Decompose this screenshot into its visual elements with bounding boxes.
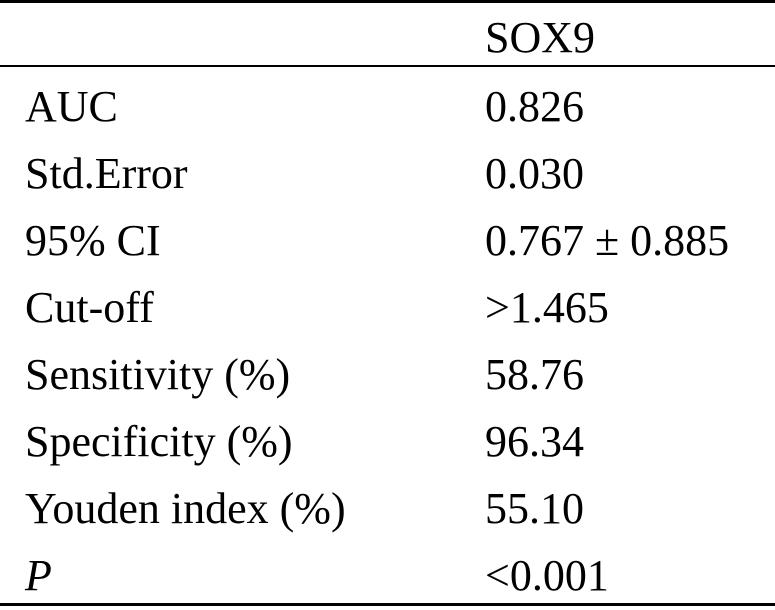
row-label: Cut-off <box>25 282 154 332</box>
table-row: Sensitivity (%) 58.76 <box>0 335 775 402</box>
table-row: AUC 0.826 <box>0 67 775 134</box>
row-label: Specificity (%) <box>25 416 293 466</box>
column-header-sox9: SOX9 <box>485 13 596 62</box>
row-value: 0.826 <box>485 81 584 131</box>
table-row: Std.Error 0.030 <box>0 134 775 201</box>
row-label: Std.Error <box>25 148 188 198</box>
row-value: 96.34 <box>485 416 584 466</box>
row-value: 55.10 <box>485 483 584 533</box>
table-row: 95% CI 0.767 ± 0.885 <box>0 201 775 268</box>
table-row: Youden index (%) 55.10 <box>0 469 775 536</box>
table-row: P <0.001 <box>0 536 775 603</box>
table-header-row: SOX9 <box>0 3 775 67</box>
table-row: Cut-off >1.465 <box>0 268 775 335</box>
row-value: <0.001 <box>485 550 609 600</box>
row-label: Youden index (%) <box>25 483 346 533</box>
row-value: >1.465 <box>485 282 609 332</box>
row-label: 95% CI <box>25 215 161 265</box>
row-value: 58.76 <box>485 349 584 399</box>
row-label-p-value: P <box>25 550 52 600</box>
row-value: 0.767 ± 0.885 <box>485 215 730 265</box>
row-value: 0.030 <box>485 148 584 198</box>
row-label: AUC <box>25 81 118 131</box>
table-row: Specificity (%) 96.34 <box>0 402 775 469</box>
row-label: Sensitivity (%) <box>25 349 291 399</box>
